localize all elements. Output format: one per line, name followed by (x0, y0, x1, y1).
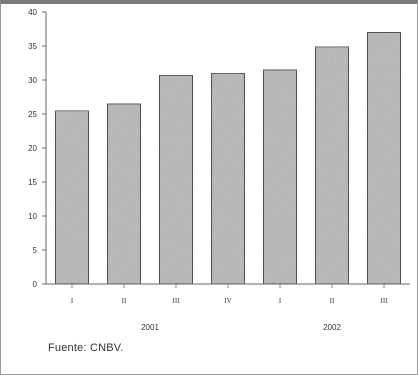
x-tick-label: I (71, 297, 74, 305)
x-group-label: 2002 (323, 323, 341, 332)
x-tick-label: III (381, 297, 389, 305)
y-tick-label: 0 (33, 280, 38, 289)
source-note: Fuente: CNBV. (48, 342, 124, 354)
y-axis: 0 5 10 15 20 25 30 35 40 (28, 8, 47, 289)
x-tick-label: IV (224, 297, 231, 305)
bar (106, 103, 142, 285)
bar (366, 31, 402, 285)
y-tick-label: 10 (28, 212, 37, 221)
y-tick-label: 20 (28, 144, 37, 153)
y-tick-label: 35 (28, 42, 37, 51)
y-tick-label: 5 (33, 246, 38, 255)
bar (210, 72, 246, 285)
y-tick-label: 15 (28, 178, 37, 187)
y-tick-label: 40 (28, 8, 37, 17)
bar (262, 69, 298, 285)
y-tick-label: 25 (28, 110, 37, 119)
x-tick-label: II (330, 297, 335, 305)
bar (54, 109, 90, 285)
y-tick-label: 30 (28, 76, 37, 85)
x-group-label: 2001 (141, 323, 159, 332)
bars (54, 31, 402, 285)
x-tick-label: III (173, 297, 181, 305)
x-tick-label: II (122, 297, 127, 305)
x-tick-label: I (279, 297, 282, 305)
bar (314, 46, 350, 285)
bar (158, 74, 194, 285)
